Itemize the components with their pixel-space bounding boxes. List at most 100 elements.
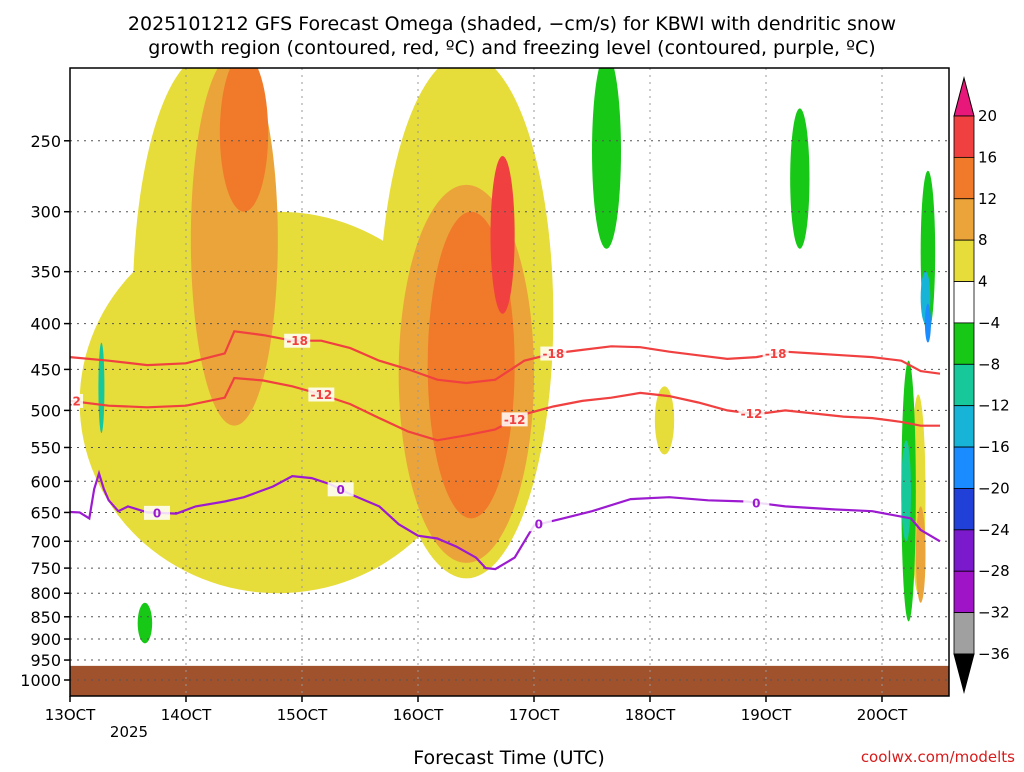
x-tick-label: 20OCT	[857, 706, 908, 724]
x-tick-label: 14OCT	[161, 706, 212, 724]
x-tick-label: 19OCT	[741, 706, 792, 724]
dgz-contour--12	[70, 376, 940, 442]
y-tick-label: 400	[30, 315, 61, 334]
omega-shading-layer	[12, 68, 936, 644]
y-tick-label: 600	[30, 472, 61, 491]
colorbar-label: −4	[978, 314, 1000, 332]
colorbar-label: 8	[978, 231, 988, 249]
omega-region-13	[137, 602, 153, 644]
ground-layer	[70, 665, 949, 696]
omega-region-15	[790, 108, 810, 249]
x-tick-label: 15OCT	[277, 706, 328, 724]
chart-title-line2: growth region (contoured, red, ºC) and f…	[148, 37, 875, 59]
dgz-contour--12-label-bg	[738, 406, 765, 421]
freezing-level-contour-label: 0	[153, 506, 161, 520]
x-axis-label: Forecast Time (UTC)	[413, 747, 604, 768]
colorbar-bin	[953, 281, 975, 324]
colorbar-label: −36	[978, 645, 1010, 663]
credit-text[interactable]: coolwx.com/modelts	[861, 748, 1015, 766]
dgz-contour--12-label-bg	[308, 387, 335, 402]
dgz-contour--12-label: -12	[310, 388, 332, 402]
colorbar-label: −24	[978, 521, 1010, 539]
dgz-contour--18-label: -18	[40, 347, 62, 361]
y-tick-label: 750	[30, 559, 61, 578]
y-tick-label: 300	[30, 203, 61, 222]
colorbar-label: −8	[978, 355, 1000, 373]
colorbar-bin	[953, 446, 975, 489]
freezing-level-contour-label: 0	[336, 483, 344, 497]
dgz-contour--18-label: -18	[286, 334, 308, 348]
omega-region-19	[98, 342, 105, 434]
colorbar-bin	[953, 156, 975, 200]
colorbar-bin	[953, 405, 975, 448]
x-tick-label: 18OCT	[625, 706, 676, 724]
dgz-contour--18-label-bg	[38, 347, 64, 361]
colorbar-bin	[953, 239, 975, 282]
freezing-level-contour-label-bg	[144, 505, 170, 520]
dgz-contour--12-label-bg	[501, 412, 528, 427]
omega-region-7	[490, 156, 515, 314]
freezing-level-contour-label-bg	[743, 495, 770, 510]
colorbar: 20 16 12 8 4 −4 −8 −12 −16 −20 −24 −28 −32 −36	[953, 76, 1010, 694]
dgz-contour--12-label-bg	[70, 393, 83, 408]
y-tick-label: 500	[30, 401, 61, 420]
colorbar-bin	[953, 322, 975, 365]
freezing-level-contour-label-bg	[525, 517, 552, 532]
colorbar-label: 4	[978, 273, 988, 291]
dgz-contour--12-label: -12	[59, 394, 81, 408]
colorbar-label: 12	[978, 190, 997, 208]
dgz-contour--18-label: -18	[542, 347, 564, 361]
freezing-level-contour-label: 0	[752, 496, 760, 510]
x-axis: 13OCT 14OCT 15OCT 16OCT 17OCT 18OCT 19OCT 20OCT	[45, 696, 908, 724]
y-tick-label: 550	[30, 438, 61, 457]
dgz-contour--12-label: -12	[741, 407, 763, 421]
colorbar-bottom-arrow	[953, 653, 975, 694]
y-tick-label: 700	[30, 532, 61, 551]
colorbar-label: −16	[978, 438, 1010, 456]
colorbar-top-arrow	[953, 76, 975, 117]
omega-region-20	[901, 440, 912, 542]
freezing-level-contour	[70, 469, 941, 571]
omega-region-5	[427, 211, 515, 519]
freezing-level-contour-label: 0	[535, 518, 543, 532]
y-tick-label: 950	[30, 651, 61, 670]
y-tick-label: 800	[30, 584, 61, 603]
colorbar-label: 20	[978, 107, 997, 125]
colorbar-bin	[953, 570, 975, 614]
omega-region-18	[12, 199, 22, 314]
y-tick-label: 650	[30, 503, 61, 522]
dgz-contour--18-label: -18	[765, 347, 787, 361]
omega-region-6	[219, 68, 269, 212]
y-tick-label: 850	[30, 608, 61, 627]
x-tick-label: 16OCT	[393, 706, 444, 724]
omega-region-14	[592, 68, 621, 249]
dgz-contour--18-label-bg	[540, 346, 567, 361]
freezing-level-contour-label-bg	[327, 482, 354, 497]
y-tick-label: 1000	[20, 671, 61, 690]
colorbar-label: −32	[978, 604, 1010, 622]
x-tick-label: 13OCT	[45, 706, 96, 724]
y-tick-label: 250	[30, 132, 61, 151]
colorbar-label: −12	[978, 397, 1010, 415]
colorbar-label: −20	[978, 479, 1010, 497]
colorbar-bin	[953, 363, 975, 407]
omega-region-8	[654, 386, 675, 455]
dgz-contour--18-label-bg	[762, 346, 789, 361]
y-axis: 250 300 350 400 450 500 550 600 650 700 750 800 850 9…	[20, 132, 70, 690]
dgz-contour--18-label-bg	[284, 333, 311, 348]
colorbar-bin	[953, 612, 975, 655]
y-tick-label: 350	[30, 263, 61, 282]
dgz-contour--18	[70, 330, 941, 385]
omega-region-10	[915, 506, 926, 603]
plot-frame	[69, 67, 950, 697]
omega-region-11	[12, 171, 27, 343]
y-tick-label: 450	[30, 360, 61, 379]
omega-region-22	[924, 303, 931, 343]
x-year-label: 2025	[110, 723, 148, 741]
chart-title-line1: 2025101212 GFS Forecast Omega (shaded, −…	[128, 13, 896, 35]
colorbar-bin	[953, 529, 975, 572]
x-tick-label: 17OCT	[509, 706, 560, 724]
